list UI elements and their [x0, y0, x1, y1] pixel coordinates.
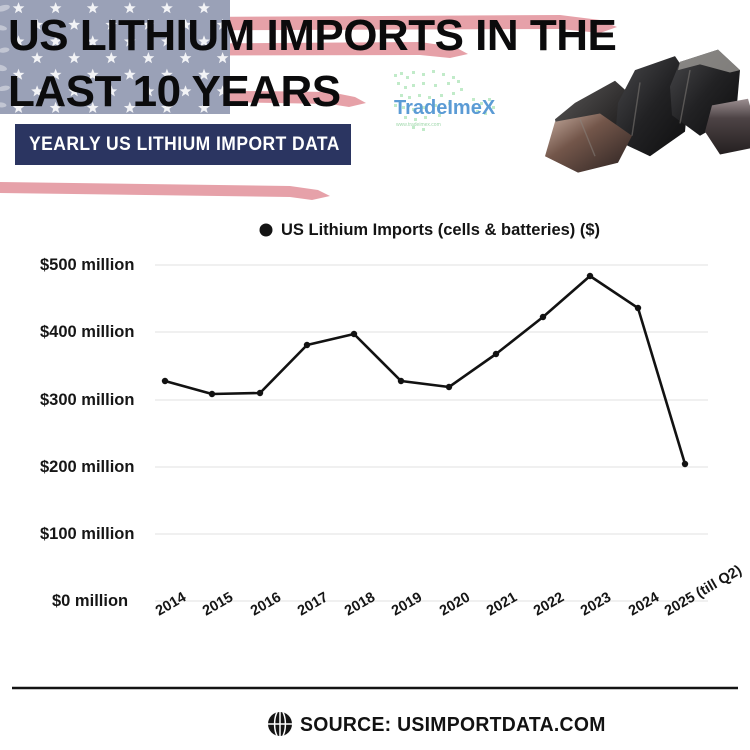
svg-text:SOURCE: USIMPORTDATA.COM: SOURCE: USIMPORTDATA.COM [300, 714, 606, 736]
svg-text:$0 million: $0 million [52, 592, 128, 610]
svg-text:2018: 2018 [342, 589, 378, 619]
svg-text:2019: 2019 [389, 589, 425, 619]
svg-text:2020: 2020 [437, 589, 473, 619]
svg-text:2025 (till Q2): 2025 (till Q2) [662, 562, 745, 619]
svg-text:2016: 2016 [248, 589, 284, 619]
svg-text:2024: 2024 [626, 589, 662, 619]
svg-text:2023: 2023 [578, 589, 614, 619]
svg-text:$100 million: $100 million [40, 525, 134, 543]
svg-text:2017: 2017 [295, 589, 331, 619]
svg-text:2021: 2021 [484, 589, 520, 619]
svg-text:$400 million: $400 million [40, 323, 134, 341]
svg-text:$500 million: $500 million [40, 256, 134, 274]
svg-text:2014: 2014 [153, 589, 189, 619]
svg-text:US Lithium Imports (cells & ba: US Lithium Imports (cells & batteries) (… [281, 221, 600, 239]
svg-text:2022: 2022 [531, 589, 567, 619]
svg-text:$300 million: $300 million [40, 391, 134, 409]
svg-text:$200 million: $200 million [40, 458, 134, 476]
svg-text:2015: 2015 [200, 589, 236, 619]
